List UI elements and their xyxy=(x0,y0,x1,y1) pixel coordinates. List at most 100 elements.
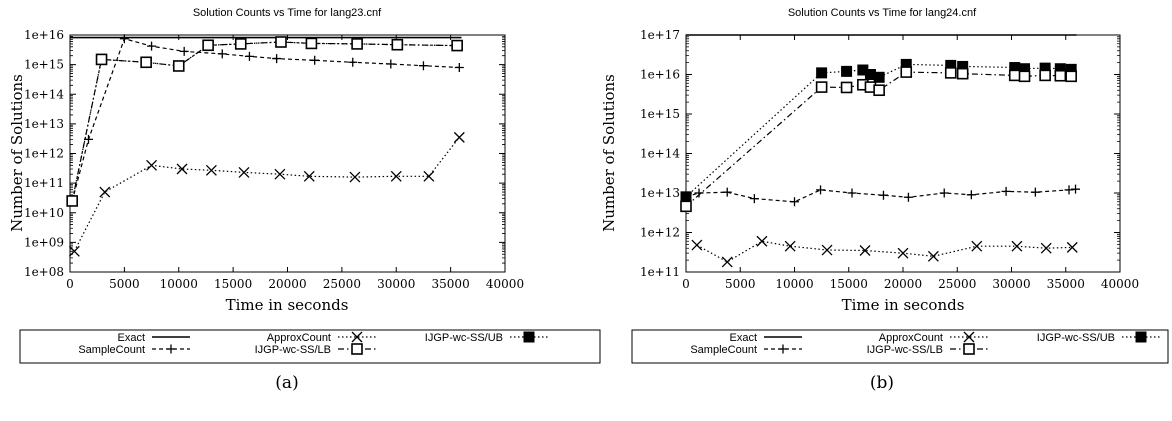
legend-label: IJGP-wc-SS/UB xyxy=(425,332,503,344)
data-point xyxy=(66,195,78,207)
y-tick-label: 1e+08 xyxy=(24,265,64,279)
legend-label: IJGP-wc-SS/LB xyxy=(867,344,943,356)
data-point xyxy=(841,65,853,77)
data-point xyxy=(756,235,768,247)
y-tick-label: 1e+16 xyxy=(24,28,64,42)
series-approxcount xyxy=(691,235,1078,268)
data-point xyxy=(927,250,939,262)
legend-box xyxy=(19,329,601,364)
data-point xyxy=(147,41,157,51)
data-point xyxy=(957,60,969,72)
x-tick-label: 35000 xyxy=(1047,277,1085,291)
series-ijgp-wc-ss-ub xyxy=(66,36,463,207)
data-point xyxy=(1011,240,1023,252)
data-point xyxy=(348,57,358,67)
data-point xyxy=(694,188,704,198)
legend-item: SampleCount xyxy=(78,344,190,356)
data-point xyxy=(305,37,318,50)
data-point xyxy=(217,49,227,59)
data-point xyxy=(1054,69,1067,82)
data-point xyxy=(275,36,287,48)
data-point xyxy=(1054,63,1066,75)
data-point xyxy=(784,240,796,252)
data-point xyxy=(1039,69,1051,82)
legend-item: SampleCount xyxy=(690,344,802,356)
x-tick-label: 35000 xyxy=(432,277,470,291)
data-point xyxy=(816,67,828,79)
data-point xyxy=(1018,70,1031,83)
data-point xyxy=(1135,331,1147,343)
data-point xyxy=(1064,185,1074,195)
data-point xyxy=(1071,184,1081,194)
legend-label: Exact xyxy=(117,332,145,344)
data-point xyxy=(873,84,885,97)
figure-caption: (a) xyxy=(275,373,298,393)
data-point xyxy=(418,61,428,71)
data-point xyxy=(68,245,80,257)
series-layer xyxy=(680,34,1081,268)
data-point xyxy=(1030,187,1040,197)
data-point xyxy=(1008,69,1021,82)
legend-item: IJGP-wc-SS/LB xyxy=(867,343,988,356)
y-tick-label: 1e+13 xyxy=(24,117,64,131)
data-point xyxy=(963,331,975,343)
data-point xyxy=(453,131,465,143)
data-point xyxy=(423,170,435,182)
x-tick-label: 15000 xyxy=(830,277,868,291)
y-tick-label: 1e+14 xyxy=(24,87,64,101)
legend: Exact ApproxCount IJGP-wc-SS/UB SampleCount… xyxy=(690,331,1160,356)
data-point xyxy=(1019,63,1031,75)
data-point xyxy=(146,159,158,171)
data-point xyxy=(454,62,464,72)
data-point xyxy=(722,187,732,197)
data-point xyxy=(272,54,282,64)
y-tick-label: 1e+11 xyxy=(24,176,64,190)
series-line xyxy=(71,41,458,202)
axis-ticks: 0 5000 10000 15000 20000 25000 30000 35000 40000… xyxy=(24,28,524,291)
y-tick-label: 1e+09 xyxy=(24,235,64,249)
data-point xyxy=(1065,63,1077,75)
data-point xyxy=(966,190,976,200)
legend-label: ApproxCount xyxy=(267,332,331,344)
y-tick-label: 1e+14 xyxy=(640,147,680,161)
x-tick-label: 10000 xyxy=(160,277,198,291)
y-axis-label: Number of Solutions xyxy=(600,74,618,232)
data-point xyxy=(847,188,857,198)
data-point xyxy=(176,163,188,175)
data-point xyxy=(864,69,876,80)
y-tick-label: 1e+11 xyxy=(640,265,680,279)
data-point xyxy=(523,331,535,343)
data-point xyxy=(349,171,361,183)
x-axis-label: Time in seconds xyxy=(842,296,965,314)
legend-label: SampleCount xyxy=(690,344,757,356)
legend-item: ApproxCount xyxy=(879,331,988,344)
legend: Exact ApproxCount IJGP-wc-SS/UB SampleCount… xyxy=(78,331,548,356)
x-tick-label: 25000 xyxy=(323,277,361,291)
y-tick-label: 1e+10 xyxy=(24,206,64,220)
x-axis-label: Time in seconds xyxy=(226,296,349,314)
x-tick-label: 20000 xyxy=(268,277,306,291)
data-point xyxy=(900,58,912,70)
data-point xyxy=(172,60,185,72)
data-point xyxy=(900,66,913,78)
legend-item: IJGP-wc-SS/UB xyxy=(1037,331,1160,344)
data-point xyxy=(963,343,975,355)
data-point xyxy=(1001,186,1011,196)
data-point xyxy=(749,194,759,204)
data-point xyxy=(390,170,402,182)
legend-item: ApproxCount xyxy=(267,331,376,344)
data-point xyxy=(821,244,833,256)
y-tick-label: 1e+12 xyxy=(24,147,64,161)
x-tick-label: 5000 xyxy=(109,277,140,291)
data-point xyxy=(815,81,828,93)
data-point xyxy=(95,53,108,66)
data-point xyxy=(1040,242,1052,254)
data-point xyxy=(179,46,189,56)
data-point xyxy=(386,59,396,69)
series-samplecount xyxy=(681,184,1081,207)
data-point xyxy=(99,186,111,198)
data-point xyxy=(451,39,463,52)
data-point xyxy=(878,190,888,200)
legend-label: ApproxCount xyxy=(879,332,943,344)
